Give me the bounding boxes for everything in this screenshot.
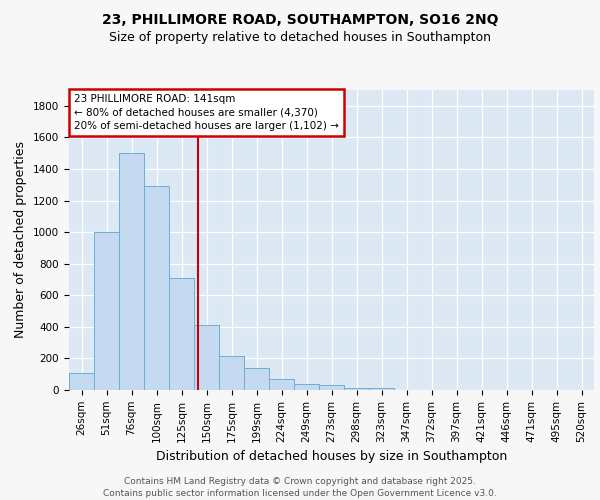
Y-axis label: Number of detached properties: Number of detached properties (14, 142, 28, 338)
Bar (169, 278, 194, 390)
Bar (244, 368, 269, 390)
Bar (269, 379, 294, 390)
Bar (69, 372, 94, 390)
Text: 23 PHILLIMORE ROAD: 141sqm
← 80% of detached houses are smaller (4,370)
20% of s: 23 PHILLIMORE ROAD: 141sqm ← 80% of deta… (74, 94, 339, 131)
Bar (94, 232, 119, 390)
Text: 23, PHILLIMORE ROAD, SOUTHAMPTON, SO16 2NQ: 23, PHILLIMORE ROAD, SOUTHAMPTON, SO16 2… (102, 12, 498, 26)
Bar (294, 384, 319, 390)
Bar (319, 386, 344, 390)
Text: Contains HM Land Registry data © Crown copyright and database right 2025.
Contai: Contains HM Land Registry data © Crown c… (103, 476, 497, 498)
Bar (144, 186, 169, 390)
Text: Size of property relative to detached houses in Southampton: Size of property relative to detached ho… (109, 31, 491, 44)
Bar (369, 388, 394, 390)
Bar (219, 356, 244, 390)
X-axis label: Distribution of detached houses by size in Southampton: Distribution of detached houses by size … (156, 450, 507, 463)
Bar (119, 153, 144, 390)
Bar (194, 326, 219, 390)
Bar (344, 388, 369, 390)
